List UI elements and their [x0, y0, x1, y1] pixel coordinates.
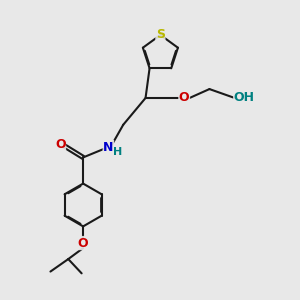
Text: O: O [78, 236, 88, 250]
Text: O: O [55, 138, 66, 151]
Text: H: H [113, 147, 122, 158]
Text: S: S [156, 28, 165, 41]
Text: N: N [103, 140, 114, 154]
Text: O: O [179, 92, 190, 104]
Text: OH: OH [234, 92, 255, 104]
